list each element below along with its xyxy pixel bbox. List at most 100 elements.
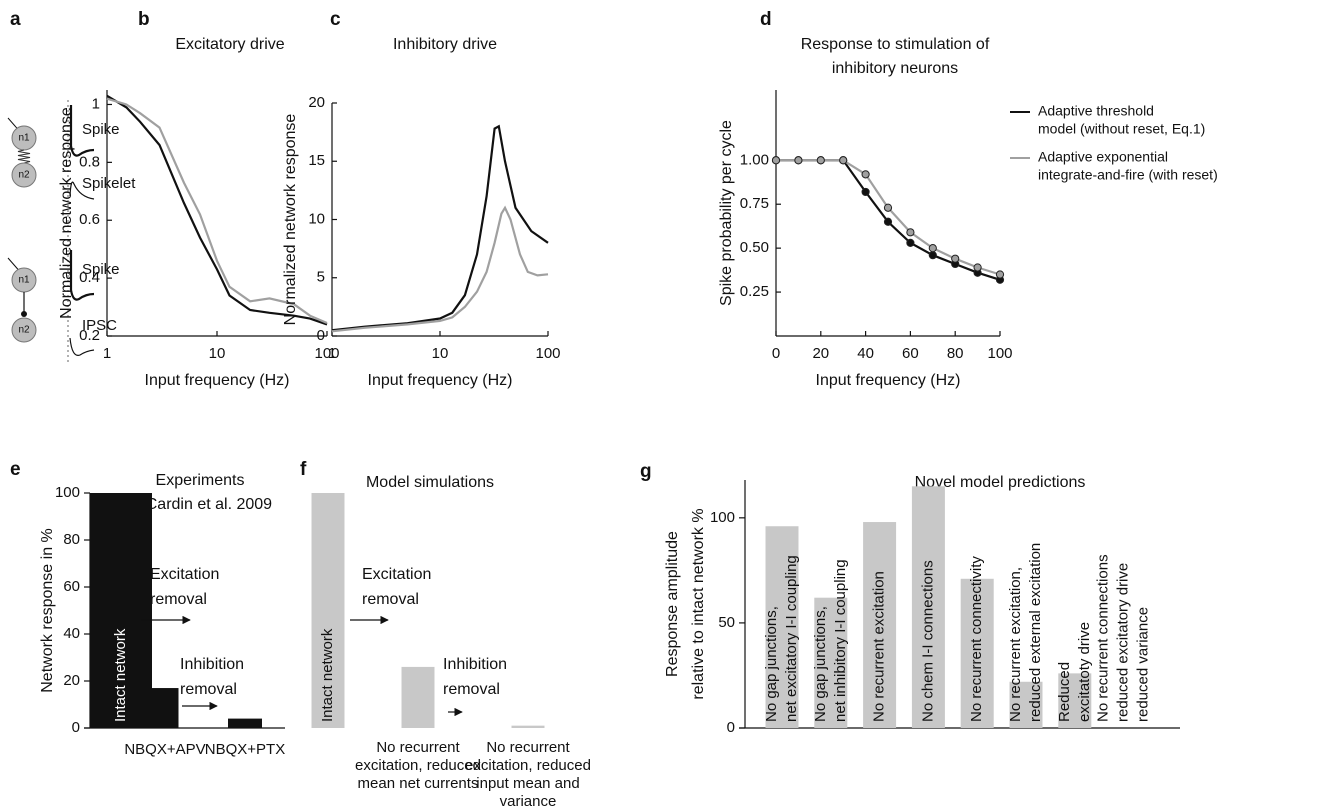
- annotation: removal: [180, 681, 237, 698]
- panel-letter: f: [300, 459, 307, 480]
- axis-label: Normalized network response: [282, 114, 299, 326]
- legend-label: Adaptive exponential: [1038, 149, 1168, 165]
- trace-label: Spikelet: [82, 175, 136, 192]
- annotation: Inhibition: [180, 656, 244, 673]
- chart-title: of Cardin et al. 2009: [128, 496, 272, 513]
- tick-label: 100: [535, 345, 560, 362]
- bar-label-inside: excitatoty drive: [1076, 622, 1093, 722]
- chart-title: inhibitory neurons: [832, 60, 958, 77]
- trace-label: IPSC: [82, 317, 117, 334]
- tick-label: 50: [718, 614, 735, 631]
- bar: [90, 493, 152, 728]
- trace: [69, 181, 95, 200]
- x-tick-label: excitation, reduced: [465, 757, 591, 774]
- tick-label: 1.00: [740, 151, 769, 168]
- x-tick-label: variance: [500, 793, 557, 806]
- bar-label-inside: No gap junctions,: [763, 606, 780, 722]
- tick-label: 60: [902, 345, 919, 362]
- tick-label: 20: [63, 672, 80, 689]
- x-tick-label: input mean and: [476, 775, 579, 792]
- series-line: [106, 97, 328, 325]
- chart-title: Inhibitory drive: [393, 36, 497, 53]
- bar: [1009, 681, 1043, 728]
- annotation: Excitation: [150, 566, 219, 583]
- marker: [883, 217, 893, 226]
- series-line: [331, 205, 549, 333]
- tick-label: 0: [72, 719, 80, 736]
- tick-label: 10: [209, 345, 226, 362]
- bar-label-inside: Intact network: [319, 628, 336, 722]
- marker: [861, 170, 870, 179]
- bar: [911, 486, 945, 728]
- trace-label: Spike: [82, 261, 120, 278]
- tick-label: 100: [710, 509, 735, 526]
- annotation: Inhibition: [443, 656, 507, 673]
- tick-label: 80: [63, 531, 80, 548]
- bar: [401, 666, 435, 728]
- bar: [511, 725, 545, 728]
- marker: [794, 156, 803, 165]
- axis-label: Spike probability per cycle: [718, 120, 735, 306]
- tick-label: 100: [314, 345, 339, 362]
- marker: [973, 263, 982, 272]
- panel-letter: e: [10, 459, 21, 480]
- tick-label: 40: [857, 345, 874, 362]
- tick-label: 0.6: [79, 211, 100, 228]
- x-tick-label: excitation, reduced: [355, 757, 481, 774]
- marker: [995, 270, 1005, 279]
- chart-title: Response to stimulation of: [801, 36, 990, 53]
- legend-label: integrate-and-fire (with reset): [1038, 167, 1218, 183]
- annotation: removal: [362, 591, 419, 608]
- chart-title: Excitatory drive: [175, 36, 284, 53]
- tick-label: 0: [317, 327, 325, 344]
- axis-label: Normalized network response: [58, 107, 75, 319]
- bar: [1058, 673, 1092, 728]
- panel-letter: d: [760, 9, 772, 30]
- panel-letter: a: [10, 9, 21, 30]
- legend-label: model (without reset, Eq.1): [1038, 121, 1205, 137]
- tick-label: 60: [63, 578, 80, 595]
- bar-label-inside: No chem I-I connections: [919, 560, 936, 722]
- marker: [951, 254, 960, 263]
- series-line: [106, 94, 328, 326]
- tick-label: 1: [92, 95, 100, 112]
- x-tick-label: No recurrent: [376, 739, 460, 756]
- tick-label: 5: [317, 269, 325, 286]
- gap-junction: [17, 149, 31, 164]
- tick-label: 40: [63, 625, 80, 642]
- trace: [69, 337, 95, 356]
- marker: [906, 228, 915, 237]
- marker: [883, 203, 893, 212]
- panel-letter: g: [640, 461, 652, 482]
- bar-label-inside: Intact network: [112, 628, 129, 722]
- legend-label: Adaptive threshold: [1038, 103, 1154, 119]
- marker: [816, 156, 825, 165]
- bar-label-inside: net inhibitory I-I coupling: [832, 559, 849, 722]
- neuron-label: n2: [18, 325, 30, 336]
- panel-letter: b: [138, 9, 150, 30]
- tick-label: 1: [328, 345, 336, 362]
- x-tick-label: mean net currents: [358, 775, 479, 792]
- tick-label: 0: [727, 719, 735, 736]
- bar-label-inside: No gap junctions,: [812, 606, 829, 722]
- bar-label-inside: No recurrent connectivity: [968, 556, 985, 722]
- annotation: removal: [443, 681, 500, 698]
- tick-label: 0: [772, 345, 780, 362]
- axis-label: Response amplitude: [664, 531, 681, 677]
- tick-label: 100: [987, 345, 1012, 362]
- axis-label: relative to intact network %: [690, 508, 707, 699]
- bar: [228, 718, 262, 728]
- bar: [960, 578, 994, 728]
- bar: [311, 493, 345, 728]
- x-tick-label: No recurrent: [486, 739, 570, 756]
- marker: [861, 187, 870, 197]
- marker: [928, 244, 937, 253]
- neuron: [11, 317, 37, 343]
- tick-label: 20: [308, 94, 325, 111]
- neuron: [11, 162, 37, 188]
- x-tick-label: NBQX+APV: [124, 741, 205, 758]
- neuron-label: n1: [18, 275, 30, 286]
- trace-label: Spike: [82, 121, 120, 138]
- marker: [928, 251, 937, 260]
- annotation: removal: [150, 591, 207, 608]
